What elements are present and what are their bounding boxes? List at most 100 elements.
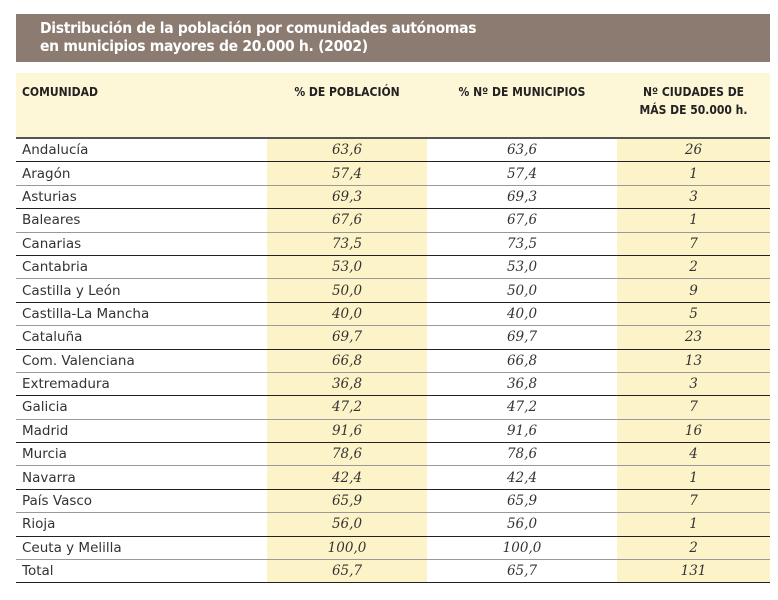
cell-municipios: 91,6 bbox=[427, 419, 617, 444]
cell-comunidad: Castilla-La Mancha bbox=[16, 302, 267, 327]
title-line-1: Distribución de la población por comunid… bbox=[40, 19, 477, 37]
cell-ciudades: 131 bbox=[617, 559, 770, 584]
cell-poblacion: 66,8 bbox=[267, 349, 427, 373]
cell-ciudades: 13 bbox=[617, 349, 770, 373]
cell-ciudades: 7 bbox=[617, 489, 770, 514]
cell-ciudades: 26 bbox=[617, 138, 770, 163]
table-row: Total 65,7 65,7 131 bbox=[16, 559, 770, 584]
cell-comunidad: Rioja bbox=[16, 512, 267, 537]
cell-municipios: 65,7 bbox=[427, 559, 617, 584]
cell-comunidad: Cantabria bbox=[16, 255, 267, 280]
cell-ciudades: 4 bbox=[617, 442, 770, 467]
table-row: Baleares 67,6 67,6 1 bbox=[16, 208, 770, 233]
header-comunidad: COMUNIDAD bbox=[16, 73, 267, 139]
cell-municipios: 73,5 bbox=[427, 232, 617, 256]
cell-poblacion: 53,0 bbox=[267, 255, 427, 280]
cell-poblacion: 47,2 bbox=[267, 395, 427, 420]
cell-poblacion: 100,0 bbox=[267, 536, 427, 561]
cell-poblacion: 67,6 bbox=[267, 208, 427, 233]
cell-ciudades: 7 bbox=[617, 395, 770, 420]
table-row: Canarias 73,5 73,5 7 bbox=[16, 232, 770, 256]
cell-comunidad: Madrid bbox=[16, 419, 267, 444]
cell-municipios: 69,7 bbox=[427, 325, 617, 350]
cell-ciudades: 9 bbox=[617, 278, 770, 303]
cell-comunidad: Asturias bbox=[16, 185, 267, 210]
cell-ciudades: 1 bbox=[617, 512, 770, 537]
cell-comunidad: Castilla y León bbox=[16, 278, 267, 303]
table-row: Rioja 56,0 56,0 1 bbox=[16, 512, 770, 537]
cell-ciudades: 7 bbox=[617, 232, 770, 256]
cell-comunidad: Murcia bbox=[16, 442, 267, 467]
cell-poblacion: 42,4 bbox=[267, 465, 427, 490]
header-ciudades: Nº CIUDADES DE MÁS DE 50.000 h. bbox=[617, 73, 770, 139]
cell-poblacion: 69,3 bbox=[267, 185, 427, 210]
table-row: Navarra 42,4 42,4 1 bbox=[16, 465, 770, 490]
cell-municipios: 56,0 bbox=[427, 512, 617, 537]
cell-poblacion: 36,8 bbox=[267, 372, 427, 397]
cell-poblacion: 73,5 bbox=[267, 232, 427, 256]
cell-municipios: 50,0 bbox=[427, 278, 617, 303]
cell-comunidad: Baleares bbox=[16, 208, 267, 233]
header-row: COMUNIDAD % DE POBLACIÓN % Nº DE MUNICIP… bbox=[16, 73, 770, 139]
cell-comunidad: Canarias bbox=[16, 232, 267, 256]
cell-ciudades: 1 bbox=[617, 161, 770, 186]
table-row: Cantabria 53,0 53,0 2 bbox=[16, 255, 770, 280]
cell-ciudades: 5 bbox=[617, 302, 770, 327]
cell-ciudades: 1 bbox=[617, 208, 770, 233]
header-ciudades-line2: MÁS DE 50.000 h. bbox=[639, 103, 748, 117]
table-row: Ceuta y Melilla 100,0 100,0 2 bbox=[16, 536, 770, 561]
population-table: COMUNIDAD % DE POBLACIÓN % Nº DE MUNICIP… bbox=[16, 73, 770, 584]
cell-comunidad: Andalucía bbox=[16, 138, 267, 163]
cell-poblacion: 91,6 bbox=[267, 419, 427, 444]
table-title: Distribución de la población por comunid… bbox=[16, 14, 770, 62]
cell-poblacion: 63,6 bbox=[267, 138, 427, 163]
cell-poblacion: 69,7 bbox=[267, 325, 427, 350]
cell-ciudades: 3 bbox=[617, 372, 770, 397]
cell-ciudades: 1 bbox=[617, 465, 770, 490]
table-row: Asturias 69,3 69,3 3 bbox=[16, 185, 770, 210]
table-row: Castilla-La Mancha 40,0 40,0 5 bbox=[16, 302, 770, 327]
cell-municipios: 36,8 bbox=[427, 372, 617, 397]
table-row: Cataluña 69,7 69,7 23 bbox=[16, 325, 770, 350]
table-row: Castilla y León 50,0 50,0 9 bbox=[16, 278, 770, 303]
cell-municipios: 66,8 bbox=[427, 349, 617, 373]
cell-comunidad: Aragón bbox=[16, 161, 267, 186]
cell-comunidad: Cataluña bbox=[16, 325, 267, 350]
cell-municipios: 78,6 bbox=[427, 442, 617, 467]
cell-comunidad: Total bbox=[16, 559, 267, 584]
cell-municipios: 100,0 bbox=[427, 536, 617, 561]
header-ciudades-line1: Nº CIUDADES DE bbox=[642, 85, 745, 99]
cell-municipios: 40,0 bbox=[427, 302, 617, 327]
table-row: País Vasco 65,9 65,9 7 bbox=[16, 489, 770, 514]
table-row: Extremadura 36,8 36,8 3 bbox=[16, 372, 770, 397]
table-row: Andalucía 63,6 63,6 26 bbox=[16, 138, 770, 163]
title-line-2: en municipios mayores de 20.000 h. (2002… bbox=[40, 37, 368, 55]
cell-ciudades: 2 bbox=[617, 536, 770, 561]
cell-municipios: 67,6 bbox=[427, 208, 617, 233]
cell-poblacion: 65,9 bbox=[267, 489, 427, 514]
cell-poblacion: 78,6 bbox=[267, 442, 427, 467]
cell-poblacion: 56,0 bbox=[267, 512, 427, 537]
table-row: Madrid 91,6 91,6 16 bbox=[16, 419, 770, 444]
cell-municipios: 47,2 bbox=[427, 395, 617, 420]
cell-municipios: 53,0 bbox=[427, 255, 617, 280]
header-poblacion: % DE POBLACIÓN bbox=[267, 73, 427, 139]
cell-municipios: 63,6 bbox=[427, 138, 617, 163]
cell-ciudades: 16 bbox=[617, 419, 770, 444]
cell-ciudades: 3 bbox=[617, 185, 770, 210]
cell-comunidad: Extremadura bbox=[16, 372, 267, 397]
cell-poblacion: 65,7 bbox=[267, 559, 427, 584]
cell-comunidad: Navarra bbox=[16, 465, 267, 490]
cell-municipios: 42,4 bbox=[427, 465, 617, 490]
cell-comunidad: Com. Valenciana bbox=[16, 349, 267, 373]
cell-municipios: 57,4 bbox=[427, 161, 617, 186]
table-row: Aragón 57,4 57,4 1 bbox=[16, 161, 770, 186]
cell-comunidad: Galicia bbox=[16, 395, 267, 420]
header-municipios: % Nº DE MUNICIPIOS bbox=[427, 73, 617, 139]
cell-poblacion: 50,0 bbox=[267, 278, 427, 303]
cell-poblacion: 57,4 bbox=[267, 161, 427, 186]
table-row: Galicia 47,2 47,2 7 bbox=[16, 395, 770, 420]
cell-municipios: 69,3 bbox=[427, 185, 617, 210]
cell-ciudades: 23 bbox=[617, 325, 770, 350]
table-row: Com. Valenciana 66,8 66,8 13 bbox=[16, 349, 770, 373]
